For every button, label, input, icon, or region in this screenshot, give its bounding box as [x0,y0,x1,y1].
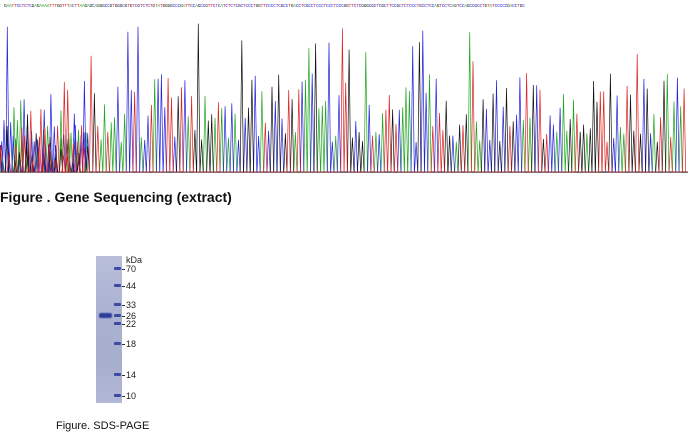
marker-band-10 [114,394,121,397]
gel-lane [96,256,122,403]
called-base-sequence: GAATTCCTCTCGAGAAAATTTGGTTTACTTAAGAGCAGGG… [4,4,525,9]
marker-tick-33 [122,305,125,306]
marker-band-33 [114,303,121,306]
marker-tick-44 [122,286,125,287]
marker-label-14: 14 [126,370,137,380]
marker-tick-26 [122,316,125,317]
marker-label-18: 18 [126,339,137,349]
marker-tick-14 [122,375,125,376]
marker-label-10: 10 [126,391,137,401]
marker-band-26 [114,314,121,317]
marker-tick-10 [122,396,125,397]
trace-t [0,28,688,173]
marker-tick-22 [122,324,125,325]
kda-unit-label: kDa [126,255,143,265]
marker-band-18 [114,342,121,345]
marker-label-44: 44 [126,281,137,291]
marker-label-70: 70 [126,264,137,274]
marker-tick-18 [122,344,125,345]
sequencing-caption: Figure . Gene Sequencing (extract) [0,189,232,205]
sample-protein-band [99,313,112,318]
marker-band-22 [114,322,121,325]
marker-label-22: 22 [126,319,137,329]
marker-label-26: 26 [126,311,137,321]
marker-band-44 [114,284,121,287]
marker-band-70 [114,267,121,270]
sequencing-chromatogram [0,23,688,173]
marker-band-14 [114,373,121,376]
sds-page-caption: Figure. SDS-PAGE [56,420,150,432]
sds-page-gel: kDa 70 44 33 26 22 18 14 10 [96,256,186,406]
marker-tick-70 [122,269,125,270]
marker-label-33: 33 [126,300,137,310]
